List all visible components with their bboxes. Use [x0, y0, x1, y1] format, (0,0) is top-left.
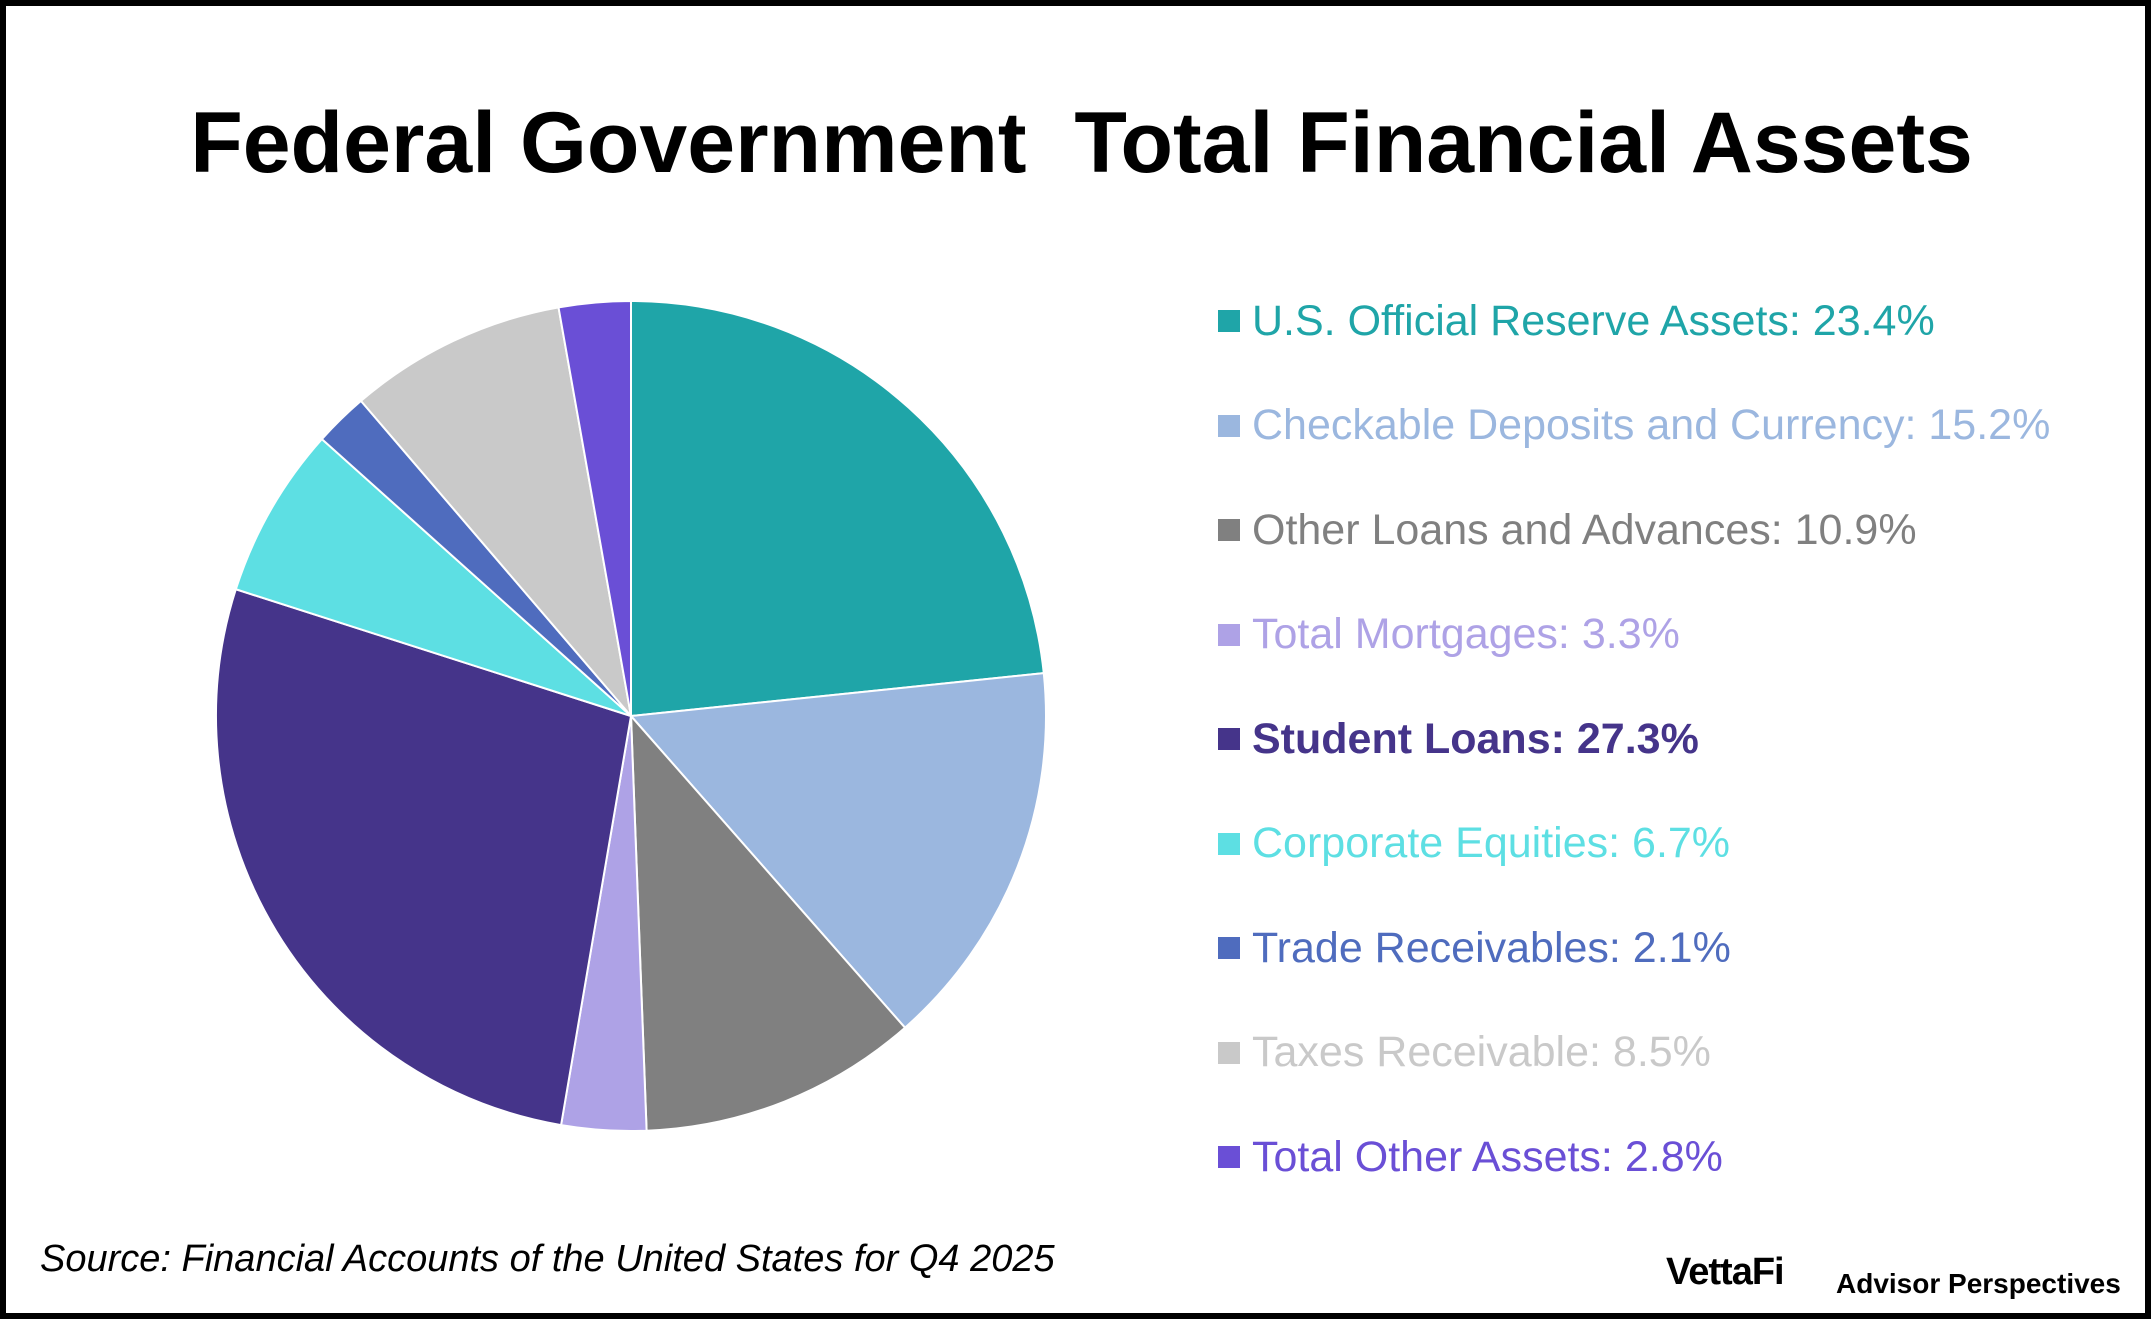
pie-slice-1: [628, 672, 1047, 1030]
legend-item-5: Corporate Equities: 6.7%: [1218, 814, 1730, 874]
legend-swatch: [1218, 1041, 1240, 1064]
vettafi-logo: VettaFi: [1666, 1251, 1785, 1293]
legend-item-4: Student Loans: 27.3%: [1218, 709, 1699, 769]
chart-title: Federal Government Total Financial Asset…: [190, 95, 1973, 191]
legend-label: Taxes Receivable: 8.5%: [1252, 1028, 1711, 1076]
legend-item-3: Total Mortgages: 3.3%: [1218, 605, 1680, 665]
legend-item-1: Checkable Deposits and Currency: 15.2%: [1218, 396, 2050, 456]
legend-label: Trade Receivables: 2.1%: [1252, 923, 1731, 972]
pie-chart: [215, 299, 1047, 1132]
legend-label: Total Mortgages: 3.3%: [1252, 610, 1680, 658]
pie-slice-4: [215, 587, 633, 1127]
legend-swatch: [1218, 1146, 1240, 1168]
legend-swatch: [1218, 832, 1240, 855]
pie-slice-2: [629, 713, 907, 1132]
legend-label: Checkable Deposits and Currency: 15.2%: [1252, 401, 2051, 449]
legend-swatch: [1218, 519, 1240, 541]
legend-item-0: U.S. Official Reserve Assets: 23.4%: [1218, 291, 1935, 351]
pie-slice-7: [359, 306, 633, 720]
legend-label: U.S. Official Reserve Assets: 23.4%: [1252, 296, 1935, 345]
legend-swatch: [1218, 414, 1240, 437]
legend-item-7: Taxes Receivable: 8.5%: [1218, 1023, 1711, 1083]
legend-label: Total Other Assets: 2.8%: [1252, 1132, 1723, 1181]
legend-label: Other Loans and Advances: 10.9%: [1252, 505, 1917, 554]
legend-swatch: [1218, 937, 1240, 959]
source-note: Source: Financial Accounts of the United…: [40, 1238, 1055, 1280]
pie-slice-0: [630, 299, 1045, 718]
legend-item-8: Total Other Assets: 2.8%: [1218, 1127, 1723, 1187]
legend-item-2: Other Loans and Advances: 10.9%: [1218, 500, 1917, 560]
pie-slice-8: [557, 299, 632, 717]
pie-slice-5: [234, 437, 632, 717]
legend-label: Student Loans: 27.3%: [1252, 714, 1699, 763]
legend-swatch: [1218, 728, 1240, 750]
advisor-perspectives-label: Advisor Perspectives: [1836, 1268, 2121, 1299]
legend-swatch: [1218, 310, 1240, 332]
legend-swatch: [1218, 623, 1240, 646]
legend-item-6: Trade Receivables: 2.1%: [1218, 918, 1731, 978]
legend-label: Corporate Equities: 6.7%: [1252, 819, 1731, 867]
